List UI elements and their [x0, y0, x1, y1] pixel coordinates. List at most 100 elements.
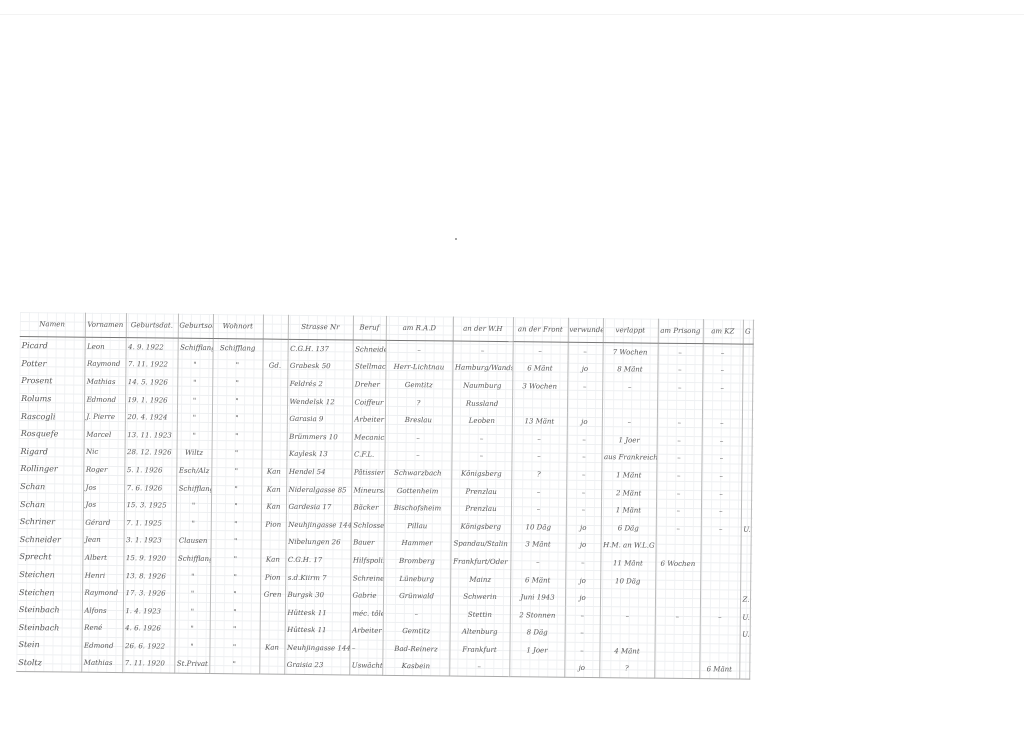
table-cell: 13. 8. 1926 — [123, 566, 176, 585]
table-cell — [599, 624, 655, 643]
table-cell: – — [654, 607, 700, 626]
table-cell: Esch/Alz — [176, 461, 212, 480]
table-cell: Kan — [260, 550, 286, 569]
table-cell: U. — [740, 520, 751, 539]
table-cell: – — [657, 343, 703, 362]
table-cell — [740, 573, 751, 591]
column-header: Geburtsdat. — [125, 313, 178, 339]
table-cell: – — [657, 378, 703, 397]
table-cell: C.G.H. 17 — [285, 550, 351, 570]
table-cell: Nibelungen 26 — [285, 533, 351, 552]
table-cell: – — [656, 484, 702, 503]
table-cell: Jos — [83, 478, 125, 497]
table-cell: 17. 3. 1926 — [122, 584, 176, 603]
table-cell — [739, 661, 750, 680]
table-cell: – — [566, 430, 602, 449]
table-cell: 1 Joer — [601, 431, 657, 450]
table-cell: 2 Mänt — [601, 483, 657, 503]
table-cell — [259, 621, 285, 639]
table-cell: jo — [566, 413, 602, 432]
table-cell: Neuhjingasse 144 — [285, 515, 351, 535]
table-cell — [260, 533, 286, 551]
table-cell: Schlosser — [350, 516, 384, 535]
register-sheet: Namen Vornamen Geburtsdat. Geburtsort Wohnor… — [16, 312, 755, 680]
table-cell: Hilfspolizist — [350, 551, 384, 570]
table-cell: Rolums — [19, 389, 85, 409]
table-cell: Schriner — [17, 512, 83, 532]
table-cell: 4 Mänt — [599, 642, 655, 661]
table-cell: Raymond — [84, 355, 126, 374]
table-cell — [741, 414, 752, 433]
table-cell: " — [210, 497, 262, 516]
table-cell: " — [175, 567, 211, 586]
table-cell: " — [211, 479, 262, 498]
table-cell — [699, 643, 740, 662]
table-cell: Wendelsk 12 — [286, 392, 353, 411]
table-cell: Henri — [82, 566, 124, 585]
table-cell: Juni 1943 — [509, 588, 566, 607]
table-cell: Gottenheim — [384, 481, 452, 500]
table-cell: – — [510, 553, 566, 572]
table-cell: 3 Wochen — [512, 377, 568, 396]
table-cell: Mineurshüd. — [351, 481, 385, 500]
table-cell: – — [656, 449, 702, 468]
table-cell — [599, 589, 656, 608]
table-cell: Schwerin — [449, 587, 511, 607]
table-cell: 6 Däg — [600, 519, 656, 538]
table-cell: – — [565, 501, 602, 520]
table-cell: " — [212, 374, 263, 393]
table-cell: Gemtitz — [385, 376, 453, 395]
table-cell — [739, 643, 750, 662]
table-cell: Schifflang — [175, 549, 211, 568]
table-cell — [655, 537, 701, 556]
table-cell — [654, 625, 700, 644]
table-cell: – — [702, 379, 743, 398]
table-cell: Alfons — [81, 601, 123, 620]
table-cell: Bromberg — [383, 551, 451, 571]
table-cell: jo — [565, 536, 601, 555]
column-header: am R.A.D — [385, 315, 453, 342]
table-cell: jo — [567, 360, 603, 379]
table-cell: – — [564, 641, 600, 660]
table-cell: Arbeiter — [351, 410, 385, 429]
table-cell: Bauer — [350, 534, 384, 552]
table-cell: Mecanicien — [351, 428, 385, 447]
table-cell: Hamburg/Wandsbek — [452, 359, 513, 378]
table-cell — [699, 590, 741, 609]
table-cell: Steichen — [17, 565, 83, 584]
column-header: Wohnort — [212, 314, 263, 340]
table-cell: Königsberg — [450, 517, 511, 536]
table-cell: – — [349, 639, 383, 658]
table-cell: – — [699, 608, 740, 627]
table-cell: Sprecht — [17, 548, 83, 567]
table-cell: 6 Mänt — [510, 570, 566, 590]
table-cell: Gren — [259, 585, 286, 604]
table-cell: Mathias — [81, 654, 123, 673]
table-cell: Kan — [260, 497, 287, 516]
column-header — [262, 314, 288, 340]
table-cell: – — [656, 466, 702, 485]
table-cell: Stoltz — [16, 653, 82, 673]
table-cell — [566, 395, 603, 414]
table-cell: Edmond — [81, 636, 123, 655]
register-table: Namen Vornamen Geburtsdat. Geburtsort Wohnor… — [16, 312, 753, 680]
table-cell — [741, 485, 752, 504]
table-cell: 3. 1. 1923 — [123, 531, 176, 550]
table-cell: Kan — [261, 480, 287, 499]
table-cell — [741, 467, 752, 486]
table-cell: 4. 9. 1922 — [125, 337, 178, 357]
table-cell: Pâtissier — [351, 463, 385, 482]
table-cell: – — [700, 520, 741, 539]
table-cell: Prosent — [19, 372, 85, 391]
table-cell: 8 Däg — [509, 623, 565, 642]
table-cell: " — [211, 409, 262, 428]
table-cell: Schifflang — [176, 479, 212, 498]
table-cell — [601, 395, 658, 415]
table-cell: Gabrie — [349, 586, 384, 605]
table-cell: " — [211, 426, 262, 446]
table-cell: " — [209, 602, 260, 622]
column-header: verwundet — [567, 317, 603, 343]
table-cell: " — [174, 637, 210, 656]
table-cell — [741, 450, 752, 468]
table-cell: Graisia 23 — [284, 656, 350, 676]
